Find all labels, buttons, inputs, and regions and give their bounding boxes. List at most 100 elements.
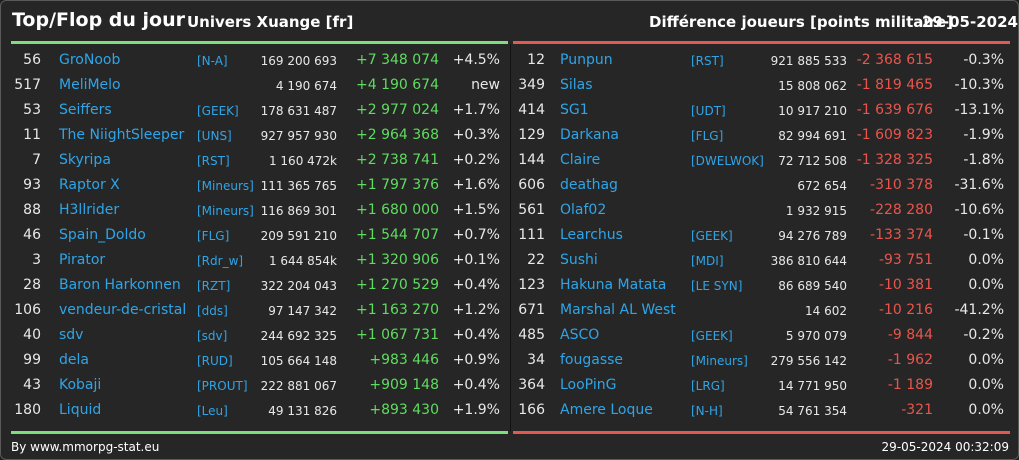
player-name-link[interactable]: Darkana — [560, 127, 620, 143]
player-points: 116 869 301 — [260, 204, 337, 218]
top-row: 46 Spain_Doldo [FLG] 209 591 210 +1 544 707 +… — [1, 223, 509, 248]
player-name-link[interactable]: Learchus — [560, 227, 623, 243]
player-name-link[interactable]: GroNoob — [59, 52, 121, 68]
player-name-link[interactable]: vendeur-de-cristal — [59, 302, 187, 318]
points-delta: +1 680 000 — [356, 202, 439, 218]
player-name-link[interactable]: Hakuna Matata — [560, 277, 667, 293]
player-rank: 485 — [518, 327, 545, 343]
player-name-link[interactable]: dela — [59, 352, 89, 368]
player-rank: 144 — [518, 152, 545, 168]
alliance-tag-link[interactable]: [Leu] — [197, 404, 228, 418]
percent-change: 0.0% — [968, 402, 1004, 418]
player-points: 1 932 915 — [785, 204, 847, 218]
player-name-link[interactable]: Pirator — [59, 252, 106, 268]
percent-change: +0.9% — [452, 352, 500, 368]
alliance-tag-link[interactable]: [LE SYN] — [691, 279, 743, 293]
alliance-tag-link[interactable]: [UNS] — [197, 129, 232, 143]
percent-change: +1.7% — [452, 102, 500, 118]
player-rank: 106 — [14, 302, 41, 318]
alliance-tag-link[interactable]: [GEEK] — [197, 104, 239, 118]
player-name-link[interactable]: Sushi — [560, 252, 598, 268]
top-row: 43 Kobaji [PROUT] 222 881 067 +909 148 +0.4% — [1, 373, 509, 398]
top-row: 93 Raptor X [Mineurs] 111 365 765 +1 797 376… — [1, 173, 509, 198]
alliance-tag-link[interactable]: [PROUT] — [197, 379, 248, 393]
player-name-link[interactable]: Claire — [560, 152, 601, 168]
player-rank: 606 — [518, 177, 545, 193]
player-name-link[interactable]: Kobaji — [59, 377, 102, 393]
alliance-tag-link[interactable]: [DWELWOK] — [691, 154, 764, 168]
flop-row: 561 Olaf02 1 932 915 -228 280 -10.6% — [512, 198, 1018, 223]
player-name-link[interactable]: Skyripa — [59, 152, 111, 168]
percent-change: +1.6% — [452, 177, 500, 193]
player-name-link[interactable]: Amere Loque — [560, 402, 653, 418]
player-name-link[interactable]: The NiightSleeper — [59, 127, 185, 143]
alliance-tag-link[interactable]: [MDI] — [691, 254, 724, 268]
player-name-link[interactable]: Seiffers — [59, 102, 112, 118]
alliance-tag-link[interactable]: [N-A] — [197, 54, 228, 68]
alliance-tag-link[interactable]: [FLG] — [691, 129, 724, 143]
points-delta: -9 844 — [887, 327, 933, 343]
flop-row: 123 Hakuna Matata [LE SYN] 86 689 540 -10 38… — [512, 273, 1018, 298]
alliance-tag-link[interactable]: [RUD] — [197, 354, 233, 368]
points-delta: +909 148 — [369, 377, 439, 393]
points-delta: -1 609 823 — [856, 127, 933, 143]
player-name-link[interactable]: Spain_Doldo — [59, 227, 146, 243]
flop-row: 111 Learchus [GEEK] 94 276 789 -133 374 -0.1% — [512, 223, 1018, 248]
player-rank: 129 — [518, 127, 545, 143]
percent-change: +0.4% — [452, 377, 500, 393]
player-name-link[interactable]: deathag — [560, 177, 618, 193]
player-points: 1 644 854k — [268, 254, 337, 268]
points-delta: +1 797 376 — [356, 177, 439, 193]
alliance-tag-link[interactable]: [RST] — [197, 154, 230, 168]
alliance-tag-link[interactable]: [UDT] — [691, 104, 726, 118]
player-points: 105 664 148 — [260, 354, 337, 368]
player-rank: 111 — [518, 227, 545, 243]
player-name-link[interactable]: Silas — [560, 77, 593, 93]
player-name-link[interactable]: Liquid — [59, 402, 102, 418]
flop-accent-bar — [513, 41, 1010, 44]
alliance-tag-link[interactable]: [GEEK] — [691, 229, 733, 243]
top-row: 88 H3llrider [Mineurs] 116 869 301 +1 680 00… — [1, 198, 509, 223]
percent-change: +1.9% — [452, 402, 500, 418]
player-name-link[interactable]: Punpun — [560, 52, 613, 68]
player-name-link[interactable]: H3llrider — [59, 202, 120, 218]
percent-change: 0.0% — [968, 277, 1004, 293]
player-name-link[interactable]: Marshal AL West — [560, 302, 676, 318]
alliance-tag-link[interactable]: [Rdr_w] — [197, 254, 244, 268]
alliance-tag-link[interactable]: [dds] — [197, 304, 228, 318]
player-name-link[interactable]: fougasse — [560, 352, 624, 368]
flop-row: 12 Punpun [RST] 921 885 533 -2 368 615 -0.3% — [512, 48, 1018, 73]
points-delta: -1 639 676 — [856, 102, 933, 118]
top-row: 517 MeliMelo 4 190 674 +4 190 674 new — [1, 73, 509, 98]
player-name-link[interactable]: LooPinG — [560, 377, 617, 393]
player-name-link[interactable]: SG1 — [560, 102, 589, 118]
player-points: 927 957 930 — [260, 129, 337, 143]
player-points: 672 654 — [797, 179, 847, 193]
player-name-link[interactable]: Olaf02 — [560, 202, 607, 218]
player-name-link[interactable]: Raptor X — [59, 177, 120, 193]
points-delta: -1 189 — [887, 377, 933, 393]
alliance-tag-link[interactable]: [Mineurs] — [197, 204, 254, 218]
player-rank: 88 — [23, 202, 41, 218]
percent-change: -1.9% — [963, 127, 1004, 143]
alliance-tag-link[interactable]: [RZT] — [197, 279, 231, 293]
player-name-link[interactable]: MeliMelo — [59, 77, 121, 93]
points-delta: -93 751 — [878, 252, 933, 268]
player-name-link[interactable]: sdv — [59, 327, 84, 343]
points-delta: -228 280 — [870, 202, 933, 218]
player-points: 5 970 079 — [785, 329, 847, 343]
alliance-tag-link[interactable]: [Mineurs] — [197, 179, 254, 193]
alliance-tag-link[interactable]: [N-H] — [691, 404, 723, 418]
alliance-tag-link[interactable]: [LRG] — [691, 379, 725, 393]
alliance-tag-link[interactable]: [Mineurs] — [691, 354, 748, 368]
player-rank: 414 — [518, 102, 545, 118]
alliance-tag-link[interactable]: [RST] — [691, 54, 724, 68]
alliance-tag-link[interactable]: [sdv] — [197, 329, 228, 343]
player-name-link[interactable]: ASCO — [560, 327, 600, 343]
points-delta: +893 430 — [369, 402, 439, 418]
alliance-tag-link[interactable]: [GEEK] — [691, 329, 733, 343]
player-name-link[interactable]: Baron Harkonnen — [59, 277, 181, 293]
points-delta: -1 819 465 — [856, 77, 933, 93]
difference-label: Différence joueurs [points militaire] — [649, 13, 953, 31]
alliance-tag-link[interactable]: [FLG] — [197, 229, 230, 243]
